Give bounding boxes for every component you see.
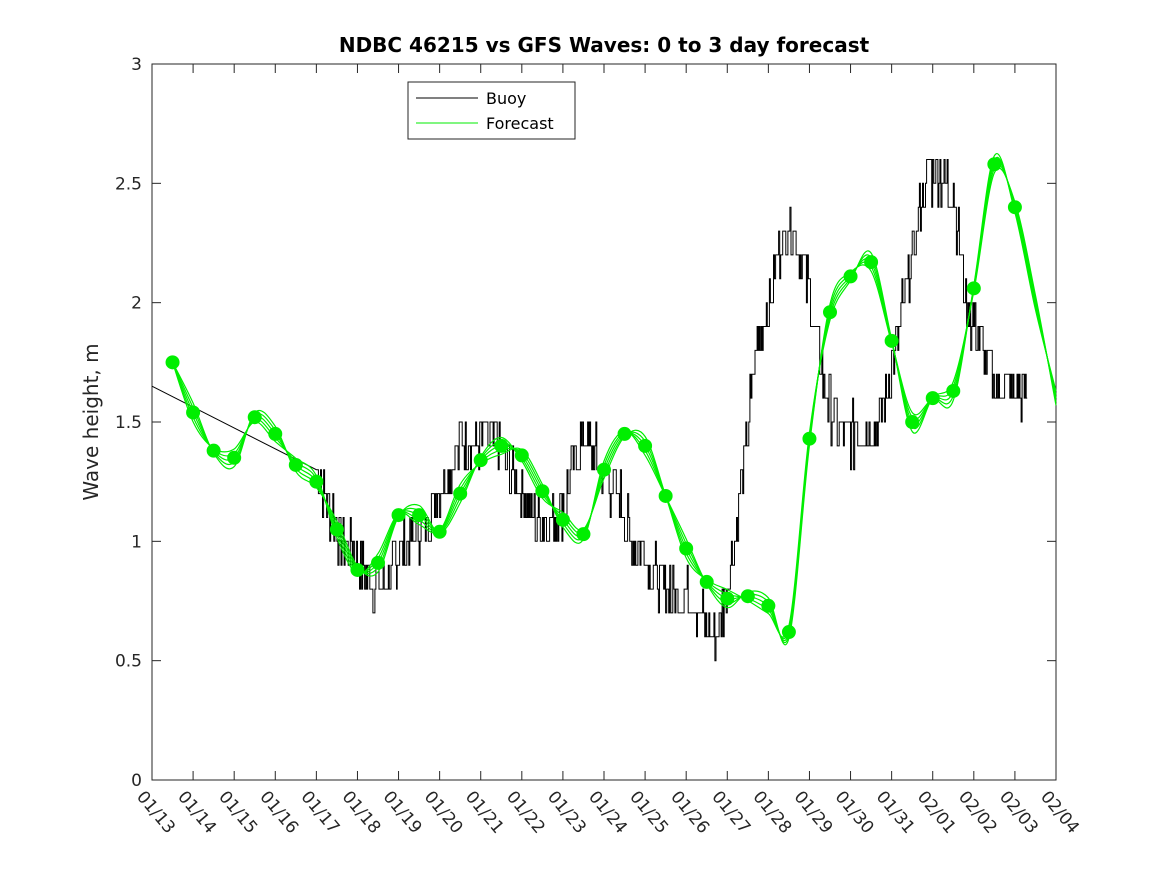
forecast-point — [658, 488, 673, 503]
forecast-point — [288, 457, 303, 472]
forecast-line — [171, 167, 1057, 638]
forecast-point — [329, 522, 344, 537]
forecast-point — [638, 438, 653, 453]
x-tick-label: 01/27 — [707, 787, 754, 837]
forecast-point — [740, 589, 755, 604]
forecast-point — [186, 405, 201, 420]
forecast-point — [823, 305, 837, 320]
x-tick-label: 01/23 — [543, 787, 590, 837]
x-tick-label: 01/25 — [625, 787, 672, 837]
forecast-point — [576, 527, 591, 542]
buoy-line — [151, 159, 1028, 662]
x-tick-label: 01/13 — [132, 787, 179, 837]
forecast-point — [802, 431, 817, 446]
forecast-point — [843, 269, 858, 284]
x-tick-label: 02/03 — [995, 787, 1042, 837]
forecast-point — [206, 443, 221, 458]
forecast-point — [309, 474, 324, 489]
forecast-point — [946, 383, 961, 398]
forecast-point — [597, 462, 611, 477]
forecast-point — [453, 486, 468, 501]
forecast-point — [268, 426, 283, 441]
x-tick-label: 01/29 — [790, 787, 837, 837]
legend: Buoy Forecast — [407, 81, 576, 140]
forecast-point — [391, 508, 406, 523]
forecast-point — [247, 410, 262, 425]
y-tick-label: 1.5 — [115, 413, 142, 433]
x-tick-label: 01/18 — [338, 787, 385, 837]
x-tick-label: 01/31 — [872, 787, 919, 837]
forecast-series — [165, 153, 1057, 646]
x-tick-label: 02/01 — [913, 787, 960, 837]
legend-box — [407, 81, 576, 140]
y-tick-label: 2.5 — [115, 174, 142, 194]
forecast-point — [884, 333, 899, 348]
x-tick-label: 01/15 — [214, 787, 261, 837]
x-tick-label: 01/14 — [173, 787, 220, 837]
forecast-point — [864, 255, 879, 270]
x-tick-label: 02/02 — [954, 787, 1001, 837]
x-tick-label: 02/04 — [1036, 787, 1083, 837]
forecast-point — [350, 562, 365, 577]
forecast-point — [987, 157, 1002, 172]
forecast-point — [720, 591, 735, 606]
forecast-point — [1007, 200, 1022, 215]
chart-title: NDBC 46215 vs GFS Waves: 0 to 3 day fore… — [339, 33, 870, 57]
legend-forecast-label: Forecast — [486, 114, 554, 133]
y-tick-label: 3 — [131, 55, 142, 75]
forecast-point — [699, 574, 714, 589]
forecast-point — [555, 512, 570, 527]
y-tick-label: 2 — [131, 294, 142, 314]
y-tick-label: 1 — [131, 532, 142, 552]
x-tick-label: 01/21 — [461, 787, 508, 837]
x-tick-label: 01/28 — [749, 787, 796, 837]
forecast-point — [473, 453, 488, 468]
forecast-point — [761, 598, 776, 613]
x-tick-label: 01/20 — [420, 787, 467, 837]
forecast-point — [165, 355, 180, 370]
x-tick-label: 01/17 — [297, 787, 344, 837]
x-tick-label: 01/19 — [379, 787, 426, 837]
buoy-series — [151, 159, 1028, 662]
forecast-point — [494, 438, 509, 453]
forecast-point — [412, 508, 427, 523]
x-tick-label: 01/16 — [255, 787, 302, 837]
forecast-point — [514, 448, 529, 463]
forecast-point — [432, 524, 447, 539]
forecast-point — [905, 415, 920, 429]
legend-buoy-label: Buoy — [486, 89, 526, 108]
forecast-point — [227, 450, 242, 465]
forecast-point — [371, 555, 385, 570]
forecast-point — [535, 484, 550, 499]
y-tick-label: 0 — [131, 771, 142, 791]
forecast-point — [925, 391, 940, 406]
forecast-point — [781, 625, 796, 640]
y-axis-label: Wave height, m — [79, 343, 103, 500]
x-tick-label: 01/22 — [502, 787, 549, 837]
x-tick-label: 01/26 — [666, 787, 713, 837]
y-tick-label: 0.5 — [115, 652, 142, 672]
x-tick-label: 01/24 — [584, 787, 631, 837]
forecast-point — [617, 426, 632, 441]
forecast-point — [966, 281, 981, 296]
forecast-point — [679, 541, 694, 556]
x-tick-label: 01/30 — [831, 787, 878, 837]
